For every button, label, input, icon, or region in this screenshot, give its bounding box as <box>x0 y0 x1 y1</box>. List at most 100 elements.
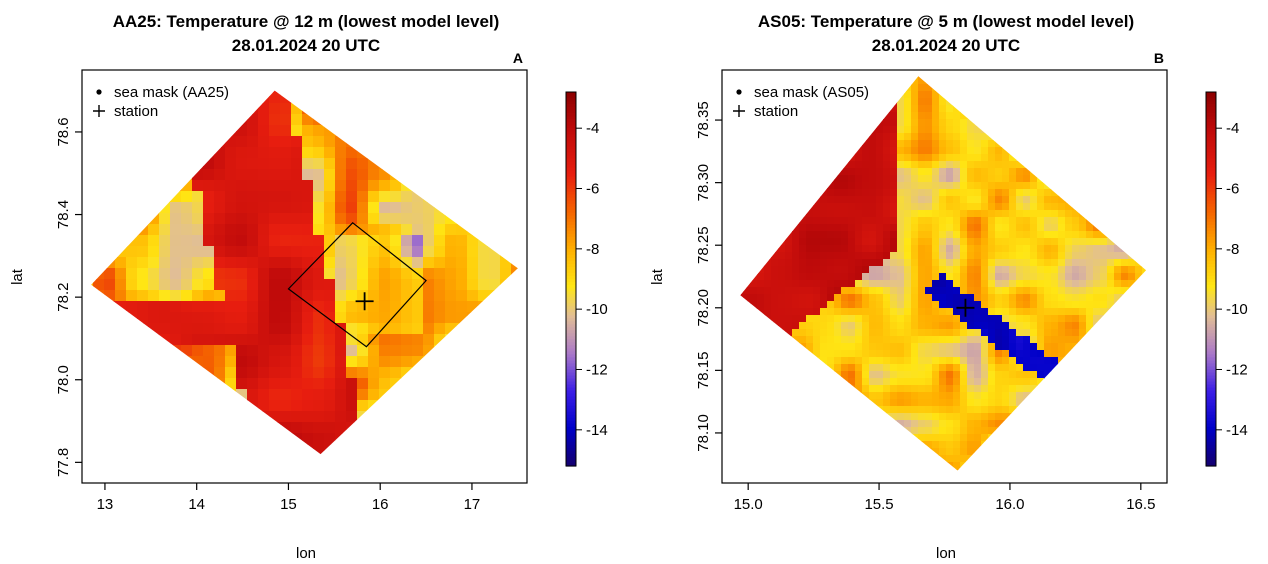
panel-b-cell <box>932 385 940 393</box>
panel-b-cell <box>729 469 737 477</box>
panel-b-cell <box>974 385 982 393</box>
panel-b-cell <box>740 210 744 218</box>
panel-b-cell <box>869 434 877 442</box>
panel-b-cell <box>1093 301 1101 309</box>
panel-a-cell <box>192 147 204 159</box>
panel-b-cell <box>890 168 898 176</box>
panel-b-cell <box>1023 413 1031 421</box>
panel-b-cell <box>743 406 751 414</box>
panel-b-cell <box>729 322 737 330</box>
panel-a-cell <box>170 301 182 313</box>
panel-b-cell <box>988 126 996 134</box>
panel-b-cell <box>1100 91 1108 99</box>
panel-b-cell <box>939 420 947 428</box>
panel-b-cell <box>740 252 744 260</box>
panel-a-cell <box>335 103 347 115</box>
panel-b-cell <box>848 287 856 295</box>
panel-b-cell <box>806 175 814 183</box>
panel-b-cell <box>995 259 1003 267</box>
panel-b-cell <box>827 441 835 449</box>
panel-a-cell <box>379 367 391 379</box>
panel-b-cell <box>1079 315 1087 323</box>
panel-b-cell <box>1065 133 1073 141</box>
panel-b-cell <box>1002 252 1010 260</box>
panel-a-cell <box>104 213 116 225</box>
panel-b-cell <box>827 175 835 183</box>
panel-a-cell <box>522 400 534 412</box>
panel-a-cell <box>423 235 435 247</box>
panel-a-cell <box>500 389 512 401</box>
panel-b-cell <box>967 385 975 393</box>
panel-b-cell <box>743 462 751 470</box>
panel-b-cell <box>995 448 1003 456</box>
panel-b-cell <box>932 252 940 260</box>
panel-b-cell <box>1058 189 1066 197</box>
panel-b-cell <box>813 329 821 337</box>
panel-b-cell <box>722 329 730 337</box>
panel-a-cell <box>280 433 292 445</box>
panel-a-cell <box>379 411 391 423</box>
panel-b-cell <box>918 294 926 302</box>
panel-b-cell <box>1051 455 1059 463</box>
panel-a-cell <box>456 70 468 82</box>
panel-b-cell <box>722 238 730 246</box>
panel-a-cell <box>225 356 237 368</box>
panel-b-cell <box>764 196 772 204</box>
panel-b-cell <box>1030 133 1038 141</box>
panel-b-cell <box>1009 273 1017 281</box>
panel-b-cell <box>771 133 779 141</box>
panel-b-cell <box>1114 336 1122 344</box>
panel-b-cell <box>855 392 863 400</box>
panel-b-cell <box>722 343 730 351</box>
panel-b-cell <box>855 126 863 134</box>
panel-a-cell <box>247 70 259 82</box>
panel-a-cell <box>379 125 391 137</box>
panel-b-cell <box>1121 294 1129 302</box>
panel-a-cell <box>313 455 325 467</box>
panel-b-cell <box>750 133 758 141</box>
panel-a-cell <box>247 356 259 368</box>
panel-b-cell <box>1107 441 1115 449</box>
panel-b-cell <box>974 364 982 372</box>
panel-b-cell <box>883 385 891 393</box>
panel-b-cell <box>862 434 870 442</box>
panel-a-cell <box>269 158 281 170</box>
panel-a-cell <box>203 400 215 412</box>
panel-b-cell <box>1037 441 1045 449</box>
panel-b-cell <box>1121 259 1129 267</box>
panel-a-cell <box>203 191 215 203</box>
panel-b-cell <box>932 469 940 471</box>
panel-b-cell <box>911 448 919 456</box>
panel-b-cell <box>876 434 884 442</box>
panel-a-cell <box>291 90 303 93</box>
panel-b-cell <box>862 175 870 183</box>
panel-b-cell <box>953 336 961 344</box>
panel-b-cell <box>1002 301 1010 309</box>
panel-b-cell <box>869 315 877 323</box>
panel-b-cell <box>729 336 737 344</box>
panel-b-cell <box>722 413 730 421</box>
panel-a-cell <box>412 279 424 291</box>
panel-b-cell <box>974 434 982 442</box>
panel-a-cell <box>522 356 534 368</box>
panel-b-cell <box>740 119 744 127</box>
panel-a-cell <box>291 367 303 379</box>
panel-b-cell <box>1044 329 1052 337</box>
panel-b-cell <box>925 203 933 211</box>
panel-a-cell <box>93 378 105 390</box>
panel-b-cell <box>967 455 975 463</box>
panel-b-cell <box>904 273 912 281</box>
panel-b-cell <box>1072 378 1080 386</box>
panel-b-cell <box>1002 126 1010 134</box>
panel-a-cell <box>401 367 413 379</box>
panel-b-cell <box>820 189 828 197</box>
panel-a-cell <box>170 444 182 455</box>
panel-b-cell <box>974 308 982 316</box>
panel-b-cell <box>848 189 856 197</box>
panel-b-cell <box>1016 413 1024 421</box>
panel-a-cell <box>192 411 204 423</box>
panel-b-cell <box>1114 168 1122 176</box>
panel-a-cell <box>478 378 490 390</box>
panel-b-cell <box>939 203 947 211</box>
panel-b-cell <box>1051 140 1059 148</box>
